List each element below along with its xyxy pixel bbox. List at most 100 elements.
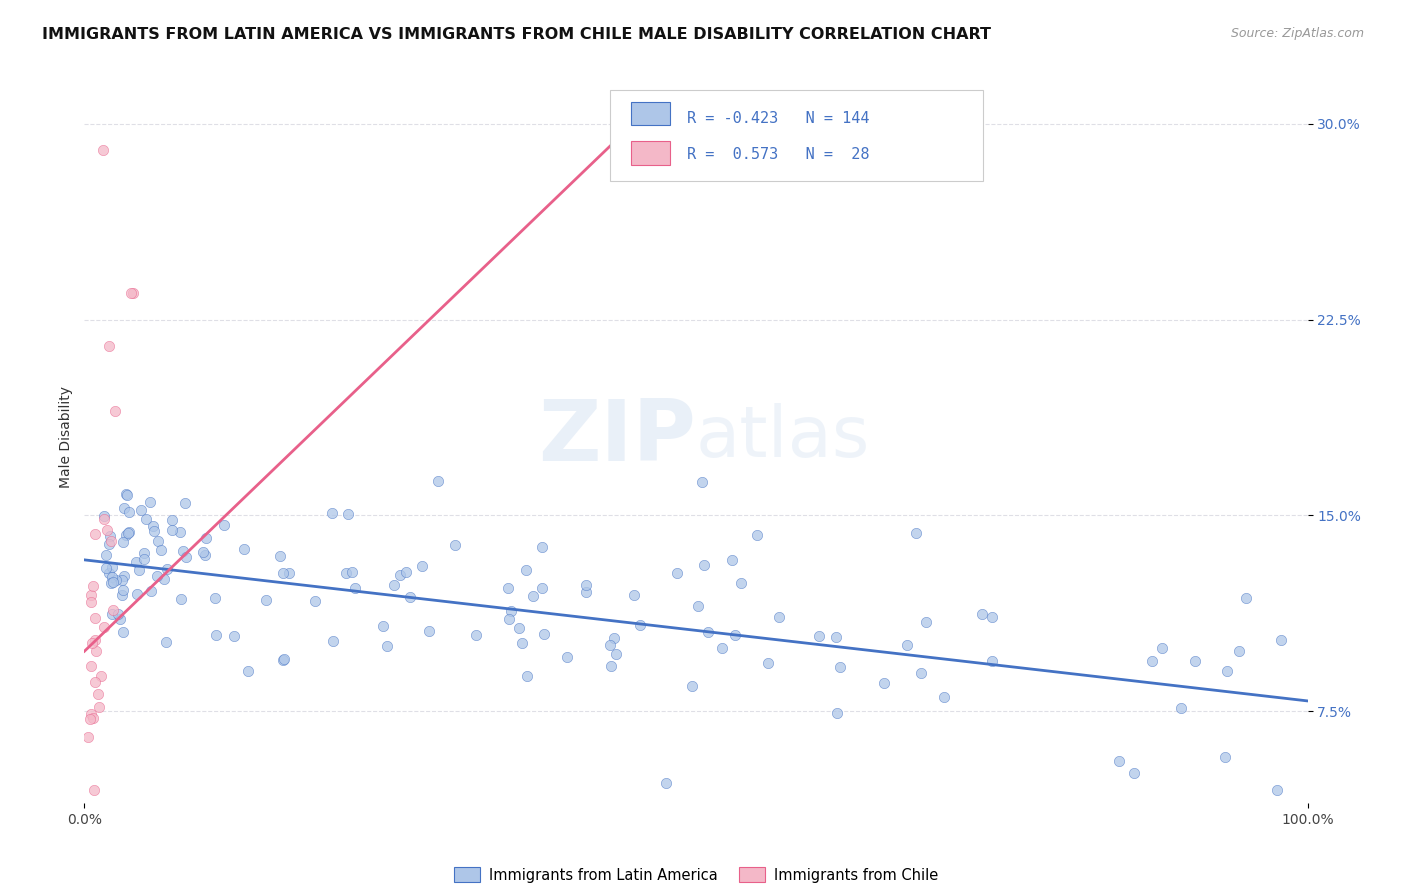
Point <box>84 675 107 690</box>
Point <box>79 706 101 721</box>
Point <box>86 688 108 702</box>
Point <box>138 495 160 509</box>
Point <box>696 624 718 639</box>
Point <box>321 507 343 521</box>
Point <box>115 487 138 501</box>
Point <box>756 657 779 671</box>
Point <box>1213 749 1236 764</box>
Point <box>981 654 1004 668</box>
Point <box>825 630 848 644</box>
Point <box>710 641 733 656</box>
Point <box>399 590 422 604</box>
Point <box>533 627 555 641</box>
Point <box>118 505 141 519</box>
Point <box>530 540 553 554</box>
Point <box>100 576 122 591</box>
Point <box>1123 765 1146 780</box>
Point <box>84 644 107 658</box>
Point <box>1150 640 1173 655</box>
Point <box>176 549 198 564</box>
Point <box>599 639 621 653</box>
Point <box>688 599 710 614</box>
Point <box>904 526 927 541</box>
Point <box>254 592 277 607</box>
FancyBboxPatch shape <box>610 90 983 181</box>
Point <box>84 527 107 541</box>
Point <box>104 404 127 418</box>
Point <box>162 513 184 527</box>
Point <box>80 659 103 673</box>
Point <box>515 563 537 577</box>
Point <box>575 585 598 599</box>
Point <box>91 143 114 157</box>
Point <box>499 604 522 618</box>
Point <box>193 544 215 558</box>
Point <box>335 566 357 581</box>
Point <box>628 617 651 632</box>
Point <box>510 635 533 649</box>
Point <box>896 638 918 652</box>
Point <box>575 578 598 592</box>
Point <box>721 553 744 567</box>
Point <box>273 653 295 667</box>
Point <box>692 475 714 489</box>
Point <box>1180 803 1202 817</box>
Point <box>1170 700 1192 714</box>
Point <box>108 612 131 626</box>
Point <box>411 559 433 574</box>
Point <box>599 658 621 673</box>
Point <box>724 628 747 642</box>
Point <box>980 610 1002 624</box>
Point <box>236 664 259 678</box>
Point <box>395 565 418 579</box>
Point <box>522 589 544 603</box>
Point <box>204 591 226 606</box>
Point <box>382 578 405 592</box>
Point <box>304 593 326 607</box>
Point <box>745 528 768 542</box>
Point <box>222 629 245 643</box>
Point <box>90 669 112 683</box>
Point <box>112 569 135 583</box>
Point <box>84 611 107 625</box>
Point <box>111 588 134 602</box>
Text: R = -0.423   N = 144: R = -0.423 N = 144 <box>688 111 870 126</box>
Point <box>156 562 179 576</box>
Point <box>80 595 103 609</box>
Point <box>111 625 134 640</box>
Point <box>125 587 148 601</box>
Point <box>94 561 117 575</box>
Point <box>498 612 520 626</box>
Point <box>910 665 932 680</box>
Point <box>146 568 169 582</box>
Point <box>516 669 538 683</box>
Point <box>115 488 138 502</box>
Point <box>118 525 141 540</box>
Point <box>148 534 170 549</box>
Point <box>142 518 165 533</box>
Point <box>80 587 103 601</box>
Point <box>117 526 139 541</box>
Point <box>79 712 101 726</box>
Point <box>103 603 125 617</box>
Point <box>172 544 194 558</box>
Point <box>93 620 115 634</box>
Text: Source: ZipAtlas.com: Source: ZipAtlas.com <box>1230 27 1364 40</box>
Point <box>100 533 122 548</box>
Point <box>98 529 121 543</box>
Point <box>112 583 135 598</box>
Point <box>122 286 145 301</box>
Point <box>205 628 228 642</box>
Point <box>101 570 124 584</box>
Point <box>273 652 295 666</box>
Point <box>150 543 173 558</box>
Point <box>693 558 716 573</box>
FancyBboxPatch shape <box>631 102 671 125</box>
Point <box>873 676 896 690</box>
Point <box>120 286 142 301</box>
Point <box>104 573 127 587</box>
Point <box>508 621 530 635</box>
Point <box>89 700 111 714</box>
Text: R =  0.573   N =  28: R = 0.573 N = 28 <box>688 147 870 162</box>
Point <box>464 628 486 642</box>
